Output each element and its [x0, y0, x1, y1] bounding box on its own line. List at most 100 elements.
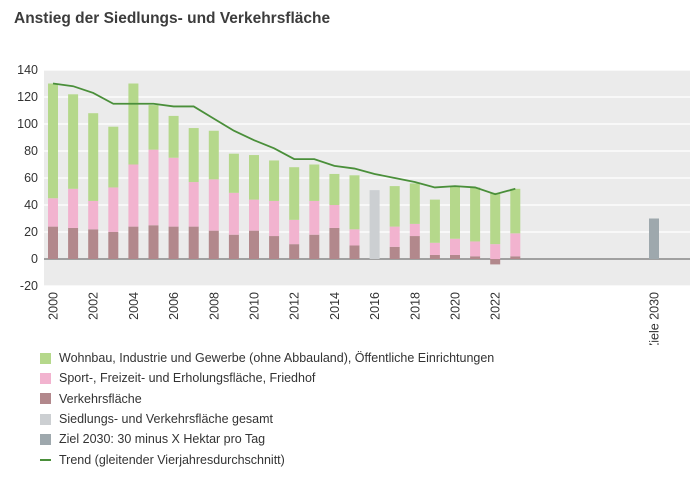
bar-verkehr-2014	[329, 227, 340, 259]
bar-sport-2014	[329, 205, 340, 228]
y-tick-label: 140	[17, 63, 38, 77]
x-tick-label: 2006	[167, 292, 181, 320]
bar-gesamt-2016	[369, 190, 380, 259]
legend-label: Wohnbau, Industrie und Gewerbe (ohne Abb…	[59, 351, 495, 366]
bar-sport-2012	[289, 219, 300, 245]
bar-sport-2013	[309, 200, 320, 235]
x-tick-label: 2000	[47, 292, 61, 320]
bar-sport-2015	[349, 229, 360, 246]
bar-verkehr-2020	[450, 254, 460, 259]
legend-swatch	[40, 352, 51, 364]
bar-verkehr-2013	[309, 234, 320, 259]
bar-verkehr-2011	[269, 236, 280, 259]
bar-sport-2000	[48, 198, 58, 227]
bar-sport-2005	[148, 149, 159, 226]
bar-wohnbau-2007	[188, 128, 199, 183]
bar-wohnbau-2023	[510, 188, 521, 234]
legend: Wohnbau, Industrie und Gewerbe (ohne Abb…	[40, 348, 494, 470]
bar-verkehr-2005	[148, 225, 159, 259]
y-tick-label: 80	[24, 144, 38, 158]
legend-item-ziel: Ziel 2030: 30 minus X Hektar pro Tag	[40, 429, 494, 449]
y-tick-label: 60	[24, 171, 38, 185]
x-tick-label: 2020	[449, 292, 463, 320]
bar-verkehr-2021	[470, 256, 481, 259]
bar-sport-2001	[68, 188, 79, 228]
legend-swatch	[40, 413, 51, 425]
legend-item-sport: Sport-, Freizeit- und Erholungsfläche, F…	[40, 368, 494, 388]
bar-wohnbau-2020	[450, 186, 460, 239]
bar-wohnbau-2008	[208, 130, 219, 180]
bar-verkehr-2010	[249, 230, 259, 259]
bar-sport-2020	[450, 238, 460, 255]
bar-verkehr-2012	[289, 244, 300, 259]
bar-verkehr-2006	[168, 226, 179, 259]
bar-verkehr-2015	[349, 245, 360, 259]
bar-wohnbau-2017	[389, 186, 400, 227]
legend-label: Ziel 2030: 30 minus X Hektar pro Tag	[59, 432, 266, 447]
bar-wohnbau-2010	[249, 155, 259, 200]
bar-sport-2007	[188, 182, 199, 227]
legend-item-trend: Trend (gleitender Vierjahresdurchschnitt…	[40, 449, 494, 469]
legend-swatch	[40, 393, 51, 405]
bar-wohnbau-2019	[429, 199, 440, 243]
legend-swatch	[40, 372, 51, 384]
bar-sport-2023	[510, 233, 521, 257]
legend-item-verkehr: Verkehrsfläche	[40, 389, 494, 409]
legend-label: Verkehrsfläche	[59, 391, 142, 406]
bar-sport-2003	[108, 187, 119, 232]
bar-wohnbau-2018	[409, 183, 420, 224]
bar-sport-2011	[269, 200, 280, 237]
x-tick-label: 2002	[87, 292, 101, 320]
bar-verkehr-2019	[429, 254, 440, 259]
bar-verkehr-2007	[188, 226, 199, 259]
y-tick-label: 40	[24, 198, 38, 212]
bar-wohnbau-2013	[309, 164, 320, 201]
x-tick-label: 2012	[288, 292, 302, 320]
bar-verkehr-2018	[409, 236, 420, 259]
bar-wohnbau-2014	[329, 173, 340, 205]
bar-sport-2006	[168, 157, 179, 227]
bar-verkehr-2001	[68, 227, 79, 259]
bar-wohnbau-2001	[68, 94, 79, 189]
bar-sport-2004	[128, 164, 139, 227]
bar-wohnbau-2005	[148, 105, 159, 150]
bar-sport-2009	[228, 192, 239, 235]
bar-verkehr-2023	[510, 256, 521, 259]
bar-wohnbau-2011	[269, 160, 280, 201]
bar-verkehr-2002	[88, 229, 99, 259]
bar-sport-2021	[470, 241, 481, 257]
bar-verkehr-2009	[228, 234, 239, 259]
bar-sport-2008	[208, 179, 219, 231]
bar-verkehr-2000	[48, 226, 58, 259]
bar-sport-2010	[249, 199, 259, 231]
bars	[48, 83, 659, 265]
y-tick-label: 120	[17, 90, 38, 104]
chart-title: Anstieg der Siedlungs- und Verkehrsfläch…	[14, 10, 331, 27]
bar-wohnbau-2021	[470, 187, 481, 242]
x-axis: 2000 2002 2004 2006 2008 2010 2012 2014 2016 2018…	[47, 292, 662, 345]
bar-wohnbau-2009	[228, 153, 239, 193]
bar-sport-2018	[409, 223, 420, 237]
y-tick-label: 100	[17, 117, 38, 131]
legend-label: Trend (gleitender Vierjahresdurchschnitt…	[59, 452, 285, 467]
bar-sport-2017	[389, 226, 400, 247]
x-tick-label-ziel: Ziele 2030	[648, 292, 662, 345]
x-tick-label: 2022	[489, 292, 503, 320]
y-tick-label: 0	[31, 252, 38, 266]
bar-wohnbau-2004	[128, 83, 139, 165]
legend-item-wohnbau: Wohnbau, Industrie und Gewerbe (ohne Abb…	[40, 348, 494, 368]
bar-verkehr-2004	[128, 226, 139, 259]
legend-label: Sport-, Freizeit- und Erholungsfläche, F…	[59, 371, 316, 386]
x-tick-label: 2004	[127, 292, 141, 320]
bar-sport-2002	[88, 200, 99, 230]
y-axis: -20 0 20 40 60 80 100 120 140	[17, 63, 38, 293]
bar-wohnbau-2003	[108, 126, 119, 188]
bar-wohnbau-2015	[349, 175, 360, 230]
bar-verkehr-2008	[208, 230, 219, 259]
bar-sport-2019	[429, 242, 440, 255]
legend-swatch	[40, 458, 51, 461]
bar-ziel-2030	[649, 218, 659, 259]
trend-layer	[52, 82, 516, 196]
x-tick-label: 2008	[207, 292, 221, 320]
